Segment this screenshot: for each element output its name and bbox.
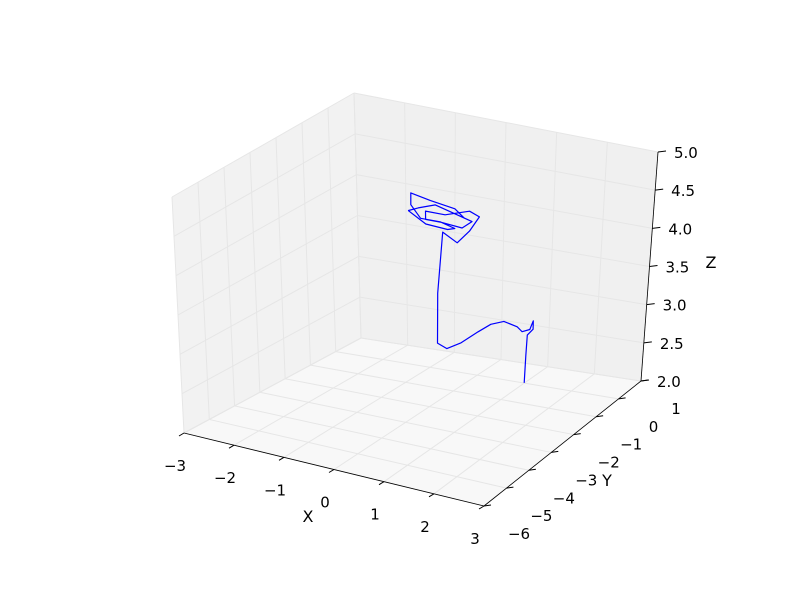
z-gridline-back [360, 337, 642, 382]
x-tick-label: −2 [214, 469, 236, 487]
y-tick-label: −6 [508, 525, 530, 543]
z-tick [643, 341, 652, 344]
grid-lines [171, 92, 659, 507]
z-gridline-side [171, 92, 355, 198]
z-tick [652, 226, 661, 229]
x-tick-label: 3 [470, 530, 480, 548]
x-tick [228, 444, 235, 449]
y-axis-label: Y [601, 471, 612, 490]
z-tick-label: 3.5 [666, 259, 690, 277]
z-tick [646, 303, 655, 306]
z-tick-label: 2.5 [660, 335, 684, 353]
y-tick [596, 415, 604, 418]
y-tick-label: −1 [620, 436, 642, 454]
z-gridline-back [353, 92, 659, 153]
x-tick-label: 0 [320, 494, 330, 512]
z-tick-label: 3.0 [663, 297, 687, 315]
z-gridline-side [173, 133, 356, 237]
z-tick-label: 2.0 [657, 373, 681, 391]
y-gridline-floor [335, 351, 619, 400]
y-gridline-floor [234, 405, 529, 471]
z-gridline-side [181, 296, 361, 395]
z-gridline-side [175, 174, 357, 277]
y-tick-label: 1 [671, 400, 681, 418]
series-layer [407, 192, 534, 383]
y-tick [551, 450, 559, 453]
x-tick [278, 456, 285, 461]
x-gridline-floor [333, 359, 502, 470]
y-tick [506, 486, 514, 489]
z-axis-label: Z [706, 253, 717, 272]
axes-panes [172, 93, 658, 506]
x-gridline-floor [233, 344, 408, 446]
pane-left [172, 93, 361, 433]
x-tick [328, 469, 335, 473]
z-gridline-back [355, 133, 656, 191]
z-tick-label: 5.0 [674, 144, 698, 162]
y-tick [618, 397, 626, 400]
x-axis-label: X [303, 507, 314, 526]
z-gridline-back [357, 215, 650, 267]
x-gridline-floor [433, 373, 595, 495]
x-tick [478, 505, 485, 510]
y-tick-label: −4 [553, 489, 575, 507]
y-tick [528, 468, 536, 471]
series-line-0 [407, 192, 534, 383]
y-tick-label: −3 [575, 471, 597, 489]
z-tick [640, 379, 650, 382]
x-gridline-floor [283, 351, 455, 458]
y-axis-line [483, 380, 642, 507]
x-tick-label: 1 [370, 506, 380, 524]
z-tick [657, 150, 667, 153]
x-tick-label: −1 [264, 481, 286, 499]
y-gridline-floor [209, 418, 507, 489]
pane-floor [184, 338, 641, 506]
y-tick-label: −2 [598, 454, 620, 472]
x-tick [428, 493, 435, 498]
z-gridline-back [359, 296, 644, 344]
y-tick-label: −5 [530, 507, 552, 525]
x-tick-label: −3 [164, 457, 186, 475]
x-gridline-floor [383, 366, 548, 483]
y-gridline-floor [285, 378, 574, 436]
z-gridline-back [358, 255, 647, 306]
z-tick-label: 4.5 [671, 182, 695, 200]
tick-marks [178, 150, 667, 510]
y-tick-label: 0 [649, 418, 659, 436]
y-tick [483, 504, 492, 507]
y-tick [573, 433, 581, 436]
z-gridline-side [183, 337, 362, 434]
x-tick [178, 432, 185, 437]
z-tick [655, 188, 664, 191]
pane-back [354, 93, 658, 381]
z-gridline-side [179, 255, 359, 355]
x-tick-label: 2 [420, 518, 430, 536]
z-tick-label: 4.0 [668, 220, 692, 238]
x-tick [378, 481, 385, 486]
z-gridline-side [177, 215, 358, 316]
z-tick [649, 265, 658, 267]
z-gridline-back [356, 174, 653, 229]
y-gridline-floor [259, 391, 552, 453]
y-gridline-floor [310, 364, 597, 418]
